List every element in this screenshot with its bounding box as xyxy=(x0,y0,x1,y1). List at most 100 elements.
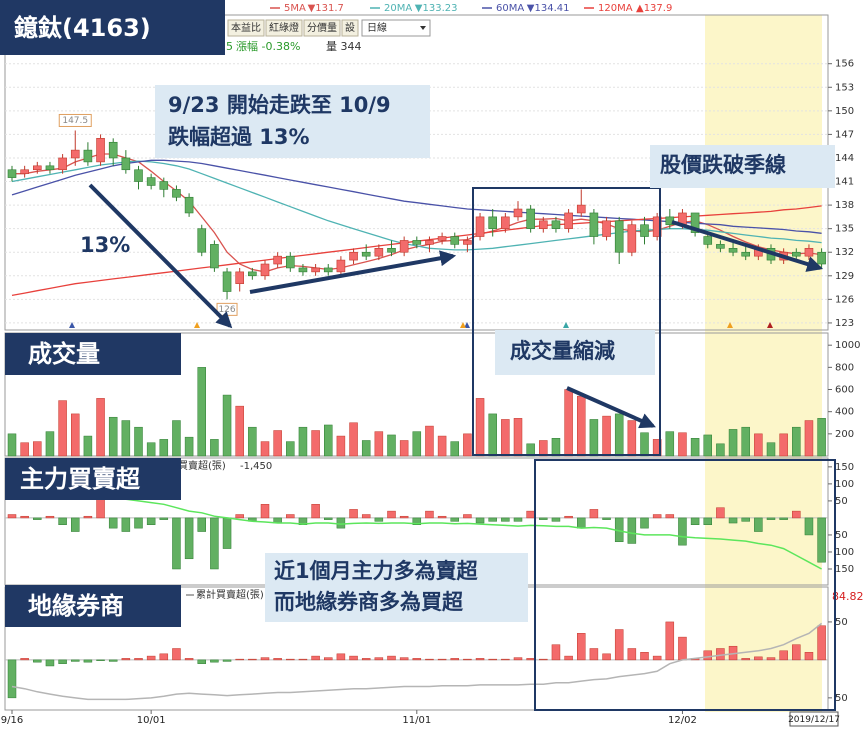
candle-body xyxy=(134,169,143,182)
flow-bar xyxy=(501,517,510,522)
flow-bar xyxy=(324,517,333,520)
candle-body xyxy=(172,189,181,198)
flow-bar xyxy=(336,653,346,661)
volume-bar xyxy=(399,440,409,457)
y-tick-label: 126 xyxy=(835,294,854,305)
flow-bar xyxy=(146,655,156,661)
volume-bar xyxy=(792,426,801,457)
toolbar-button[interactable] xyxy=(227,19,265,37)
chart-title: 鐿鈦(4163) xyxy=(14,14,151,42)
flow-bar xyxy=(741,517,750,522)
flow-bar xyxy=(716,507,725,519)
volume-bar xyxy=(235,405,244,457)
volume-bar xyxy=(741,426,750,457)
y-tick-label: 135 xyxy=(835,224,854,235)
volume-bar xyxy=(121,420,131,457)
flow-bar xyxy=(513,657,523,661)
flow-bar xyxy=(83,659,93,663)
flow-bar xyxy=(665,621,675,661)
candle-body xyxy=(311,267,320,273)
candle-body xyxy=(703,236,713,245)
volume-bar xyxy=(425,425,434,457)
volume-bar xyxy=(374,431,384,457)
high-label: 147.5 xyxy=(62,116,88,126)
flow-bar xyxy=(184,658,194,661)
flow-bar xyxy=(564,655,573,661)
toolbar-button[interactable] xyxy=(265,19,303,37)
highlight-range xyxy=(705,15,822,712)
flow-bar xyxy=(513,517,523,522)
flow-bar xyxy=(652,655,662,661)
flow-bar xyxy=(412,658,422,661)
flow-bar xyxy=(463,514,472,519)
legend-value: ▲137.9 xyxy=(636,3,672,14)
candle-body xyxy=(690,212,700,233)
candle-body xyxy=(58,157,67,171)
toolbar-label: 本益比 xyxy=(231,21,261,34)
legend-label: 120MA xyxy=(598,3,633,14)
x-tick-label: 9/16 xyxy=(1,715,23,726)
toolbar-button[interactable] xyxy=(303,19,341,37)
y-tick-label: 1000 xyxy=(835,340,860,351)
flow-bar xyxy=(475,517,485,524)
volume-bar xyxy=(146,442,156,457)
panel-title: 成交量 xyxy=(28,340,100,368)
status-text: 漲幅 -0.38% xyxy=(236,40,300,53)
volume-bar xyxy=(172,420,181,457)
focus-box xyxy=(534,459,836,711)
callout-text: 成交量縮減 xyxy=(510,339,615,363)
flow-bar xyxy=(298,658,308,661)
flow-bar xyxy=(475,658,485,661)
volume-bar xyxy=(83,435,93,457)
last-value: 84.82 xyxy=(832,590,864,603)
legend-value: ▼133.23 xyxy=(415,3,458,14)
volume-bar xyxy=(412,431,422,457)
volume-bar xyxy=(665,431,675,457)
candle-body xyxy=(248,271,257,277)
flow-bar xyxy=(374,657,384,661)
flow-bar xyxy=(564,515,573,519)
flow-bar xyxy=(172,517,181,570)
panel-title: 地緣券商 xyxy=(28,592,124,620)
flow-bar xyxy=(792,510,801,519)
legend-value: ▼131.7 xyxy=(308,3,344,14)
volume-bar xyxy=(248,426,257,457)
candle-body xyxy=(260,263,270,277)
volume-bar xyxy=(96,398,105,457)
flow-bar xyxy=(349,509,358,519)
overlay: 本益比 紅綠燈 分價量 設 日線 5 漲幅 -0.38% 量 344 鐿鈦(41… xyxy=(0,0,840,727)
callout-text: 股價跌破季線 xyxy=(660,153,786,177)
toolbar-button[interactable] xyxy=(341,19,359,37)
flow-bar xyxy=(551,517,561,522)
y-tick-label: 50 xyxy=(835,693,848,704)
flow-bar xyxy=(690,517,700,525)
flow-bar xyxy=(260,657,270,661)
candle-body xyxy=(159,181,169,190)
legend-label: 5MA xyxy=(284,3,306,14)
flow-bar xyxy=(463,658,472,661)
candle-body xyxy=(817,251,826,265)
flow-bar xyxy=(678,517,687,546)
flow-bar xyxy=(197,659,206,664)
candle-body xyxy=(285,255,295,269)
toolbar-label: 設 xyxy=(345,21,355,34)
y-tick-label: 123 xyxy=(835,318,854,329)
volume-bar xyxy=(488,413,497,457)
flow-bar xyxy=(425,658,434,661)
candle-body xyxy=(108,141,118,159)
flow-bar xyxy=(678,636,687,661)
volume-bar xyxy=(58,400,67,457)
flow-bar xyxy=(665,514,675,519)
flow-bar xyxy=(412,517,422,525)
flow-bar xyxy=(172,648,181,661)
x-tick-label: 10/01 xyxy=(137,715,166,726)
volume-bar xyxy=(627,420,637,457)
panel-title-box xyxy=(5,585,181,627)
marks: 156 153 150 147 144 141 138 135 132 129 126 123 147.… xyxy=(1,14,864,726)
period-label: 日線 xyxy=(367,21,387,34)
y-tick-label: 141 xyxy=(835,177,854,188)
flow-bar xyxy=(235,658,244,661)
y-tick-label: 153 xyxy=(835,82,854,93)
period-select[interactable] xyxy=(361,19,431,37)
